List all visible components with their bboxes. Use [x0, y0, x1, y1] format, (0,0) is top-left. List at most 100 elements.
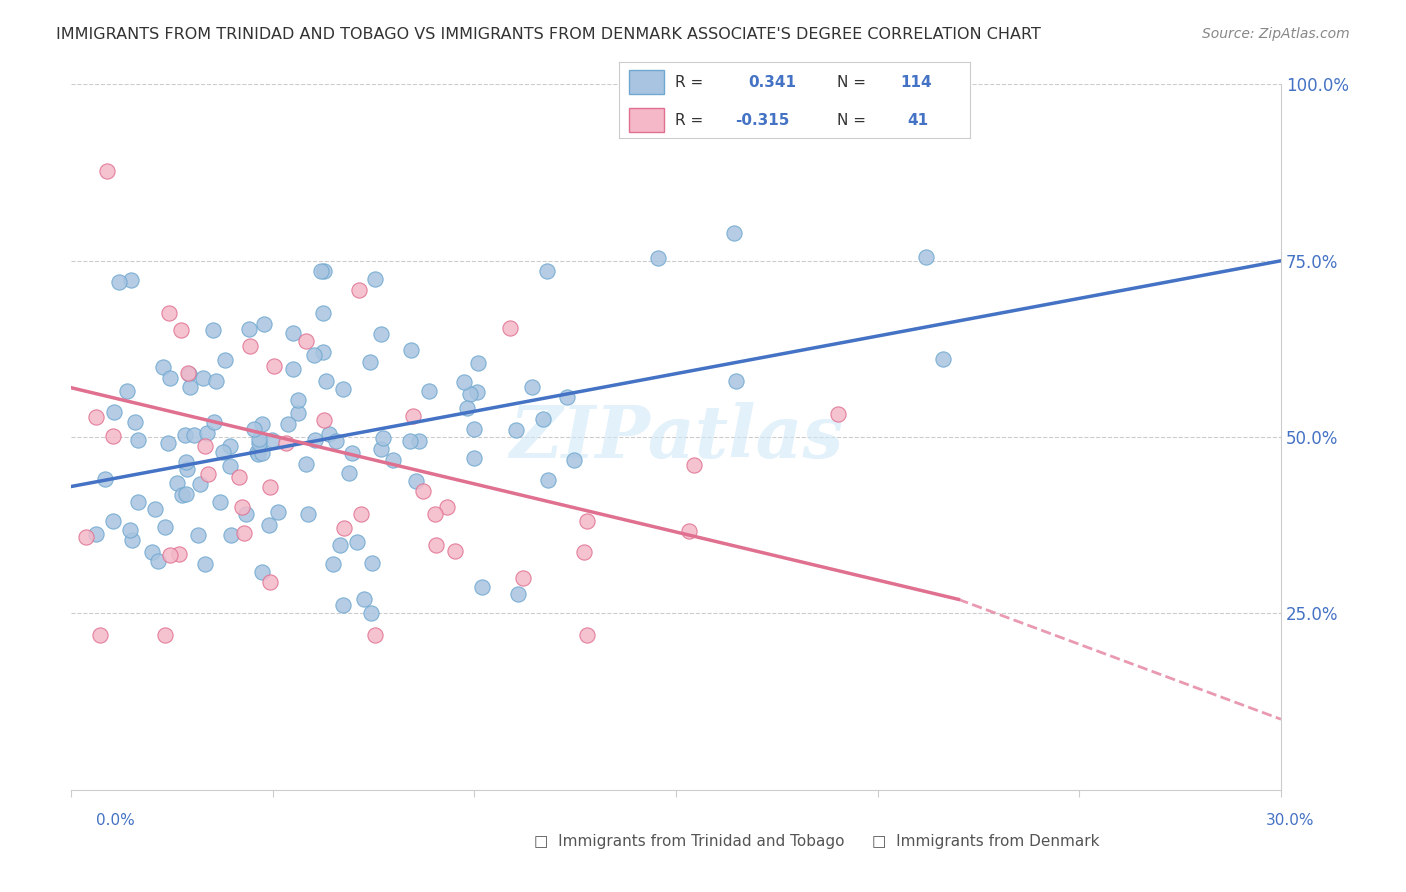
- Point: [143, 501, 166, 516]
- Point: [350, 507, 373, 521]
- Text: 0.0%: 0.0%: [96, 814, 135, 828]
- Point: [252, 446, 274, 460]
- Point: [724, 374, 747, 388]
- Point: [418, 384, 440, 398]
- Point: [287, 392, 309, 407]
- Point: [170, 488, 193, 502]
- Point: [120, 523, 142, 537]
- Point: [520, 380, 543, 394]
- Point: [194, 439, 217, 453]
- Point: [412, 484, 434, 499]
- Point: [176, 486, 198, 500]
- Point: [295, 334, 318, 349]
- Point: [156, 435, 179, 450]
- Point: [157, 306, 180, 320]
- Point: [231, 500, 253, 515]
- Point: [332, 598, 354, 612]
- Point: [364, 271, 387, 285]
- Point: [153, 520, 176, 534]
- Text: Source: ZipAtlas.com: Source: ZipAtlas.com: [1202, 27, 1350, 41]
- Point: [101, 514, 124, 528]
- Point: [274, 435, 297, 450]
- Point: [312, 413, 335, 427]
- Point: [233, 526, 256, 541]
- Point: [333, 521, 356, 535]
- Point: [471, 580, 494, 594]
- Point: [531, 412, 554, 426]
- Point: [259, 480, 281, 494]
- Point: [176, 462, 198, 476]
- Point: [399, 434, 422, 449]
- Point: [247, 432, 270, 446]
- Point: [84, 526, 107, 541]
- Point: [371, 431, 394, 445]
- Point: [235, 507, 257, 521]
- Point: [187, 528, 209, 542]
- Point: [423, 507, 446, 521]
- Point: [297, 507, 319, 521]
- Point: [228, 470, 250, 484]
- Point: [931, 352, 953, 367]
- Point: [463, 451, 485, 466]
- Point: [96, 164, 118, 178]
- Point: [75, 530, 97, 544]
- Point: [252, 417, 274, 432]
- Point: [89, 627, 111, 641]
- Point: [152, 359, 174, 374]
- Point: [312, 345, 335, 359]
- Point: [205, 374, 228, 388]
- Point: [347, 284, 370, 298]
- Point: [177, 367, 200, 381]
- Point: [259, 517, 281, 532]
- Point: [678, 524, 700, 538]
- Text: -0.315: -0.315: [734, 112, 789, 128]
- Point: [332, 382, 354, 396]
- Point: [127, 433, 149, 447]
- Point: [555, 390, 578, 404]
- Text: 30.0%: 30.0%: [1267, 814, 1315, 828]
- Point: [212, 445, 235, 459]
- Point: [537, 473, 560, 487]
- Point: [361, 556, 384, 570]
- Point: [153, 627, 176, 641]
- Point: [209, 495, 232, 509]
- Text: 114: 114: [900, 75, 931, 90]
- Point: [167, 547, 190, 561]
- Point: [576, 514, 599, 528]
- Point: [302, 348, 325, 362]
- Point: [252, 565, 274, 579]
- Point: [309, 264, 332, 278]
- Point: [267, 504, 290, 518]
- Point: [191, 371, 214, 385]
- Point: [576, 627, 599, 641]
- Point: [436, 500, 458, 514]
- Point: [364, 627, 387, 641]
- Point: [146, 554, 169, 568]
- Text: 41: 41: [907, 112, 928, 128]
- Point: [238, 322, 260, 336]
- Point: [194, 557, 217, 571]
- Point: [512, 571, 534, 585]
- Text: R =: R =: [675, 75, 709, 90]
- Point: [218, 439, 240, 453]
- Point: [174, 455, 197, 469]
- Point: [572, 545, 595, 559]
- Point: [120, 273, 142, 287]
- Point: [304, 433, 326, 447]
- Point: [318, 427, 340, 442]
- Point: [166, 475, 188, 490]
- Point: [219, 528, 242, 542]
- Point: [401, 343, 423, 357]
- Point: [425, 538, 447, 552]
- Point: [121, 533, 143, 548]
- Point: [239, 339, 262, 353]
- Point: [465, 385, 488, 400]
- Point: [312, 264, 335, 278]
- Point: [405, 475, 427, 489]
- Text: □  Immigrants from Trinidad and Tobago: □ Immigrants from Trinidad and Tobago: [534, 834, 845, 848]
- Point: [315, 374, 337, 388]
- Point: [498, 321, 520, 335]
- Point: [723, 227, 745, 241]
- Point: [86, 409, 108, 424]
- Point: [647, 251, 669, 265]
